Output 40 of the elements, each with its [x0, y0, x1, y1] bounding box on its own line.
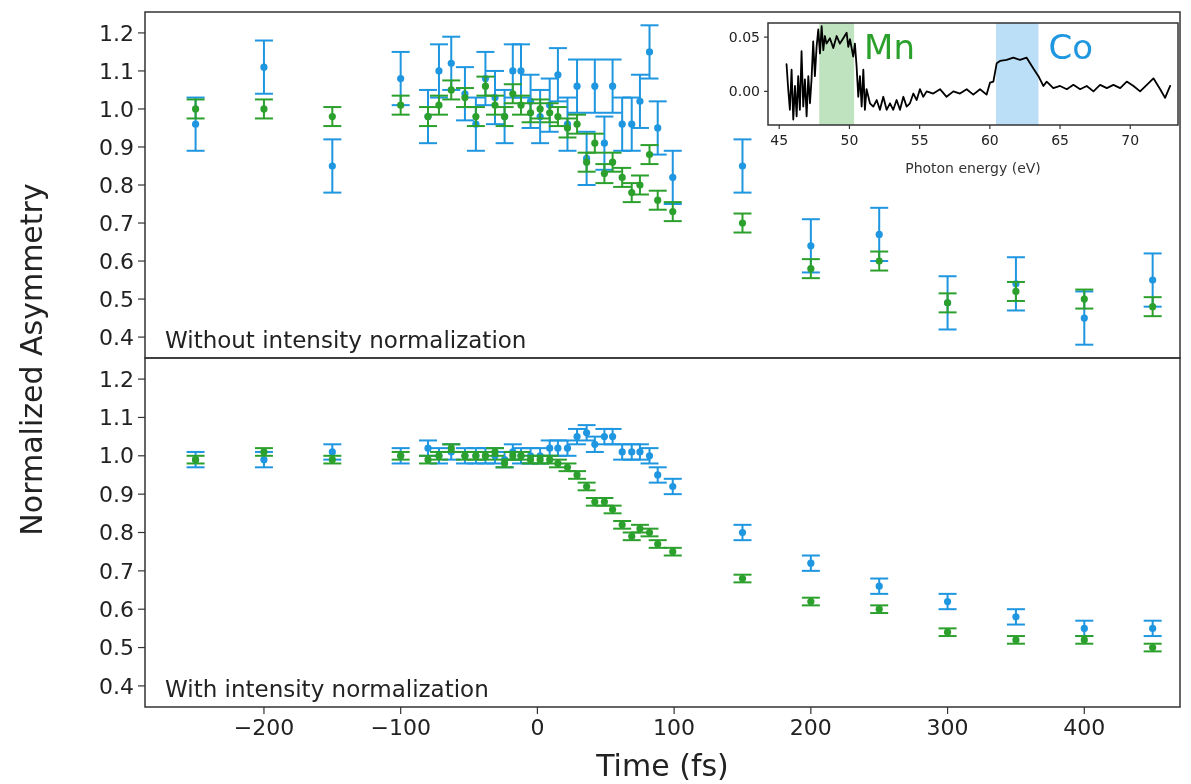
y-tick-label: 1.0 [99, 443, 134, 469]
x-tick-label: −100 [370, 715, 431, 740]
x-tick-label: 100 [653, 715, 696, 740]
x-tick-label: −200 [233, 715, 295, 740]
annotation: With intensity normalization [165, 676, 489, 702]
y-tick-label: 0.6 [99, 248, 134, 274]
x-tick-label: 55 [910, 132, 929, 148]
y-tick-label: 1.2 [99, 366, 134, 392]
y-tick-label: 0.8 [99, 520, 134, 546]
y-tick-label: 0.9 [99, 481, 134, 507]
y-tick-label: 0.8 [99, 172, 134, 198]
band-label: Mn [864, 27, 915, 67]
y-tick-label: 0.6 [99, 596, 134, 622]
y-tick-label: 1.1 [99, 58, 134, 84]
y-tick-label: 0.00 [728, 83, 760, 100]
y-tick-label: 0.9 [99, 134, 134, 160]
y-tick-label: 1.0 [99, 96, 134, 122]
annotation: Without intensity normalization [165, 327, 527, 353]
y-tick-label: 0.5 [99, 286, 134, 312]
y-tick-label: 0.4 [99, 673, 134, 699]
y-tick-label: 0.05 [728, 29, 760, 46]
x-tick-label: 45 [770, 132, 789, 148]
x-tick-label: 50 [840, 132, 859, 148]
y-axis-title: Normalized Asymmetry [14, 183, 49, 536]
x-axis-title: Photon energy (eV) [905, 160, 1041, 176]
y-tick-label: 1.1 [99, 405, 134, 431]
x-tick-label: 65 [1051, 132, 1069, 148]
x-tick-label: 400 [1063, 715, 1106, 740]
x-axis-title: Time (fs) [595, 748, 729, 783]
x-tick-label: 200 [789, 715, 832, 740]
x-tick-label: 300 [926, 715, 969, 740]
band-label: Co [1048, 27, 1093, 67]
y-tick-label: 0.4 [99, 324, 134, 350]
y-tick-label: 0.5 [99, 635, 134, 661]
x-tick-label: 70 [1121, 132, 1140, 148]
x-tick-label: 60 [980, 132, 999, 148]
y-tick-label: 0.7 [99, 558, 134, 584]
y-tick-label: 0.7 [99, 210, 134, 236]
y-tick-label: 1.2 [99, 20, 134, 46]
x-tick-label: 0 [530, 715, 545, 740]
